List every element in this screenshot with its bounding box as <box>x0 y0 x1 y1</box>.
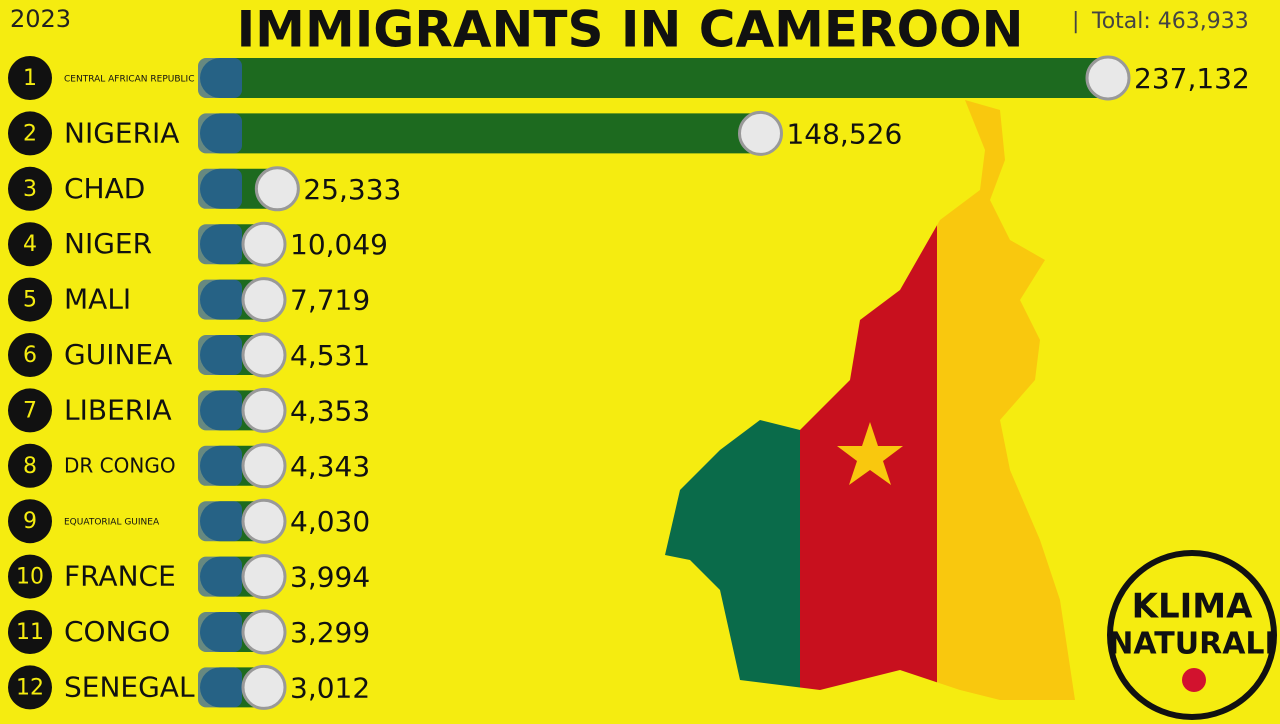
total: Total: 463,933 <box>1091 9 1249 34</box>
coat-of-arms <box>198 667 242 708</box>
rank-badge <box>8 610 52 654</box>
flag-icon <box>241 664 287 710</box>
coat-of-arms <box>198 390 242 431</box>
category-label: MALI <box>64 283 131 316</box>
coat-of-arms <box>198 445 242 486</box>
rank-badge <box>8 56 52 100</box>
value-label: 3,994 <box>290 561 370 594</box>
coat-of-arms <box>198 556 242 597</box>
coat-of-arms <box>198 279 242 320</box>
rank-label: 7 <box>23 398 37 423</box>
value-label: 7,719 <box>290 284 370 317</box>
logo: KLIMA NATURALI <box>1107 550 1277 720</box>
map-star <box>837 422 903 485</box>
coat-of-arms <box>198 501 242 542</box>
rank-badge <box>8 111 52 156</box>
rank-badge <box>8 665 52 710</box>
rank-label: 3 <box>23 177 37 202</box>
rank-label: 4 <box>23 232 37 257</box>
flag-icon <box>241 332 287 378</box>
category-label: EQUATORIAL GUINEA <box>64 518 160 528</box>
rank-badge <box>8 166 52 211</box>
chart-title: IMMIGRANTS IN CAMEROON <box>237 1 1024 59</box>
flag-icon <box>241 498 287 544</box>
category-label: CENTRAL AFRICAN REPUBLIC <box>64 75 194 85</box>
coat-of-arms <box>198 612 242 652</box>
rank-label: 11 <box>16 620 44 645</box>
flag-icon <box>1085 55 1131 101</box>
flag-icon <box>241 277 287 323</box>
category-label: SENEGAL <box>64 670 195 703</box>
rank-badge <box>8 277 52 322</box>
flag-icon <box>241 554 287 600</box>
rank-label: 12 <box>16 675 44 700</box>
value-label: 237,132 <box>1134 62 1250 95</box>
logo-rose <box>1182 668 1206 692</box>
category-label: CONGO <box>64 615 170 648</box>
flag-icon <box>241 387 287 433</box>
value-label: 4,343 <box>290 450 370 483</box>
value-label: 4,353 <box>290 394 370 427</box>
rank-badge <box>8 554 52 599</box>
category-label: DR CONGO <box>64 453 176 477</box>
logo-text: NATURALI <box>1108 627 1275 662</box>
rank-badge <box>8 443 52 488</box>
value-label: 148,526 <box>786 117 902 150</box>
rank-label: 9 <box>23 509 37 534</box>
value-label: 25,333 <box>303 173 401 206</box>
coat-of-arms <box>198 58 242 98</box>
rank-badge <box>8 333 52 377</box>
bar <box>200 58 1130 98</box>
rank-label: 10 <box>16 565 44 590</box>
bar <box>200 113 783 154</box>
category-label: CHAD <box>64 172 145 205</box>
value-label: 10,049 <box>290 228 388 261</box>
flag-icon <box>241 443 287 489</box>
coat-of-arms <box>198 113 242 154</box>
logo-circle <box>1107 550 1277 720</box>
rank-label: 5 <box>23 288 37 313</box>
category-label: NIGER <box>64 227 152 260</box>
rank-label: 6 <box>23 343 37 368</box>
category-label: NIGERIA <box>64 116 179 149</box>
value-label: 4,531 <box>290 339 370 372</box>
flag-icon <box>241 609 287 655</box>
value-label: 3,012 <box>290 671 370 704</box>
rank-label: 8 <box>23 454 37 479</box>
category-label: FRANCE <box>64 560 176 593</box>
flag-icon <box>241 221 287 267</box>
coat-of-arms <box>198 224 242 265</box>
coat-of-arms <box>198 168 242 209</box>
separator: | <box>1072 9 1079 34</box>
category-label: GUINEA <box>64 338 172 371</box>
rank-label: 1 <box>23 66 37 91</box>
flag-icon <box>254 166 300 212</box>
value-label: 4,030 <box>290 505 370 538</box>
flag-icon <box>737 110 783 156</box>
value-label: 3,299 <box>290 616 370 649</box>
rank-badge <box>8 499 52 544</box>
rank-badge <box>8 222 52 267</box>
rank-badge <box>8 388 52 433</box>
logo-text: KLIMA <box>1132 587 1253 627</box>
rank-label: 2 <box>23 121 37 146</box>
category-label: LIBERIA <box>64 393 172 426</box>
year: 2023 <box>10 5 71 33</box>
coat-of-arms <box>198 335 242 375</box>
